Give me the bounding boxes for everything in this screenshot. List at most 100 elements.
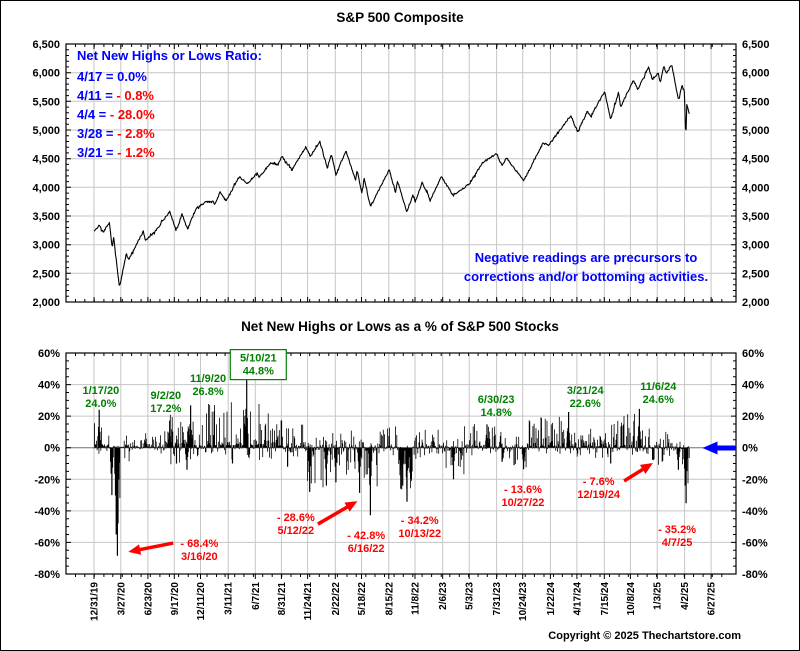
top-y-label-left: 5,500 [32, 96, 60, 108]
bottom-y-label-right: 20% [742, 411, 764, 423]
ratio-legend-date: 4/11 = [77, 88, 117, 103]
x-axis-label: 12/11/20 [196, 582, 207, 621]
y-axis-labels: 2,000 2,000 2,500 2,500 3,000 3,000 3,500 3,500… [32, 39, 769, 581]
note-line-1: Negative readings are precursors to [474, 250, 698, 265]
annotation-text-line: 5/10/21 [240, 353, 277, 365]
x-axis-label: 3/11/21 [224, 582, 235, 615]
annotation-text-line: - 68.4% [180, 538, 218, 550]
annotation-text-line: 6/30/23 [478, 394, 515, 406]
top-y-label-right: 6,500 [742, 39, 770, 51]
annotation-text-line: - 34.2% [401, 515, 439, 527]
annotation-text-line: 22.6% [570, 398, 601, 410]
x-axis-label: 7/31/23 [492, 582, 503, 616]
annotation-text-line: 5/12/22 [277, 525, 314, 537]
annotation-text-line: 9/2/20 [151, 390, 182, 402]
bottom-y-label-left: -40% [34, 506, 60, 518]
ratio-legend-value: - 1.2% [117, 145, 155, 160]
current-level-arrow-head [702, 441, 718, 455]
bottom-y-label-right: 40% [742, 380, 764, 392]
x-axis-label: 8/15/22 [384, 582, 395, 616]
x-axis-label: 6/7/21 [251, 582, 262, 610]
annotation-arrow-head [639, 463, 653, 474]
x-axis-label: 8/31/21 [277, 582, 288, 616]
annotation-text-line: 24.6% [643, 394, 674, 406]
top-y-label-left: 2,500 [32, 268, 60, 280]
ratio-legend-value: - 2.8% [117, 126, 155, 141]
bottom-y-label-right: -80% [742, 569, 768, 581]
x-axis-label: 6/23/20 [143, 582, 154, 616]
top-y-label-right: 5,000 [742, 125, 770, 137]
grid-path [66, 44, 736, 574]
annotation-text-line: - 13.6% [504, 484, 542, 496]
top-plot-frame [65, 43, 737, 303]
ratio-legend-item: 3/21 = - 1.2% [77, 143, 262, 162]
annotation-text-line: 10/27/22 [502, 497, 545, 509]
note-line-2: corrections and/or bottoming activities. [463, 269, 709, 284]
annotation-text-line: 11/9/20 [190, 373, 226, 385]
annotation-text-line: 6/16/22 [348, 543, 385, 555]
ratio-legend-rows: 4/17 = 0.0% 4/11 = - 0.8% 4/4 = - 28.0% 3/2… [77, 67, 262, 162]
annotation-arrow [137, 541, 174, 552]
annotation-arrows [128, 441, 736, 555]
x-axis-label: 2/22/22 [331, 582, 342, 616]
top-chart-title: S&P 500 Composite [336, 10, 464, 25]
ratio-legend-item: 4/4 = - 28.0% [77, 105, 262, 124]
x-axis-label: 1/3/25 [653, 582, 664, 610]
ratio-legend-value: 0.0% [117, 69, 147, 84]
x-axis-label: 2/6/23 [438, 582, 449, 610]
top-y-label-right: 4,000 [742, 182, 770, 194]
annotation-text-line: 10/13/22 [398, 528, 441, 540]
annotation-text-line: 3/21/24 [567, 385, 605, 397]
ratio-legend-value: - 28.0% [109, 107, 155, 122]
annotation-box [229, 349, 287, 381]
top-y-label-left: 3,500 [32, 211, 60, 223]
annotation-text-line: - 7.6% [583, 476, 615, 488]
x-axis-label: 5/18/22 [357, 582, 368, 616]
annotation-text-line: - 42.8% [347, 530, 385, 542]
bottom-y-label-left: 0% [44, 443, 60, 455]
top-y-label-right: 5,500 [742, 96, 770, 108]
ratio-inset-legend: Net New Highs or Lows Ratio: 4/17 = 0.0%… [77, 47, 262, 162]
top-y-label-left: 4,000 [32, 182, 60, 194]
sp500-series [93, 65, 690, 286]
bottom-y-label-left: -20% [34, 474, 60, 486]
annotation-arrow-head [344, 501, 358, 512]
x-axis-label: 4/17/24 [572, 582, 583, 616]
x-axis-labels: 12/31/19 3/27/20 6/23/20 9/17/20 12/11/20 3/1… [90, 582, 718, 621]
x-axis-label: 1/22/24 [546, 582, 557, 616]
bottom-y-label-left: -60% [34, 537, 60, 549]
bars-extremes [97, 377, 688, 556]
annotation-arrow [623, 466, 646, 483]
annotation-text-line: 26.8% [192, 386, 223, 398]
bottom-y-label-left: 20% [38, 411, 60, 423]
ratio-legend-value: - 0.8% [116, 88, 154, 103]
ratio-legend-date: 4/4 = [77, 107, 110, 122]
annotation-text-line: 4/7/25 [662, 537, 693, 549]
ratio-legend-item: 3/28 = - 2.8% [77, 124, 262, 143]
top-y-label-left: 6,000 [32, 68, 60, 80]
annotation-text-line: 12/19/24 [577, 489, 621, 501]
bottom-y-label-right: 60% [742, 348, 764, 360]
ratio-legend-date: 4/17 = [77, 69, 118, 84]
top-y-label-left: 3,000 [32, 240, 60, 252]
bottom-chart-title: Net New Highs or Lows as a % of S&P 500 … [241, 319, 559, 334]
top-y-label-left: 5,000 [32, 125, 60, 137]
top-y-label-right: 4,500 [742, 154, 770, 166]
x-axis-label: 3/27/20 [116, 582, 127, 616]
x-axis-label: 4/2/25 [680, 582, 691, 610]
x-axis-label: 9/17/20 [170, 582, 181, 616]
sp500-price-line [93, 65, 690, 286]
top-y-label-right: 2,500 [742, 268, 770, 280]
top-y-label-right: 3,000 [742, 240, 770, 252]
bottom-y-label-right: -40% [742, 506, 768, 518]
x-axis-label: 11/24/21 [303, 582, 314, 621]
annotation-text-line: 14.8% [481, 407, 512, 419]
annotation-text-line: 24.0% [85, 398, 116, 410]
ratio-legend-date: 3/21 = [77, 145, 118, 160]
axis-tick-marks [66, 44, 736, 579]
ratio-legend-item: 4/17 = 0.0% [77, 67, 262, 86]
ratio-legend-header: Net New Highs or Lows Ratio: [77, 48, 262, 63]
